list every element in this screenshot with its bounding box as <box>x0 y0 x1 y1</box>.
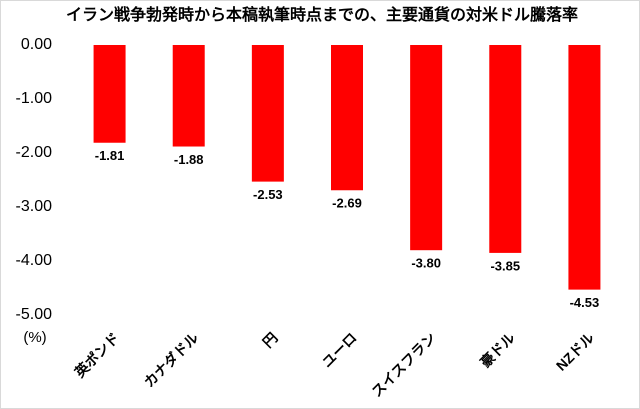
bar <box>172 45 205 147</box>
data-label: -3.85 <box>490 258 520 273</box>
y-tick-label: -3.00 <box>16 198 53 215</box>
bar <box>568 45 601 290</box>
y-tick-label: -1.00 <box>16 90 53 107</box>
y-tick-label: 0.00 <box>21 36 52 53</box>
bar <box>251 45 284 182</box>
data-label: -4.53 <box>570 295 600 310</box>
data-label: -3.80 <box>411 256 441 271</box>
y-tick-label: -4.00 <box>16 252 53 269</box>
y-tick-label: -2.00 <box>16 144 53 161</box>
data-label: -2.69 <box>332 196 362 211</box>
y-axis-label: (%) <box>23 329 46 346</box>
data-label: -1.88 <box>174 152 204 167</box>
bar <box>93 45 126 143</box>
data-label: -2.53 <box>253 187 283 202</box>
bar <box>489 45 522 253</box>
bar <box>331 45 363 191</box>
chart-title: イラン戦争勃発時から本稿執筆時点までの、主要通貨の対米ドル騰落率 <box>66 5 578 24</box>
y-tick-label: -5.00 <box>16 306 53 323</box>
data-label: -1.81 <box>95 148 125 163</box>
bar <box>410 45 443 251</box>
